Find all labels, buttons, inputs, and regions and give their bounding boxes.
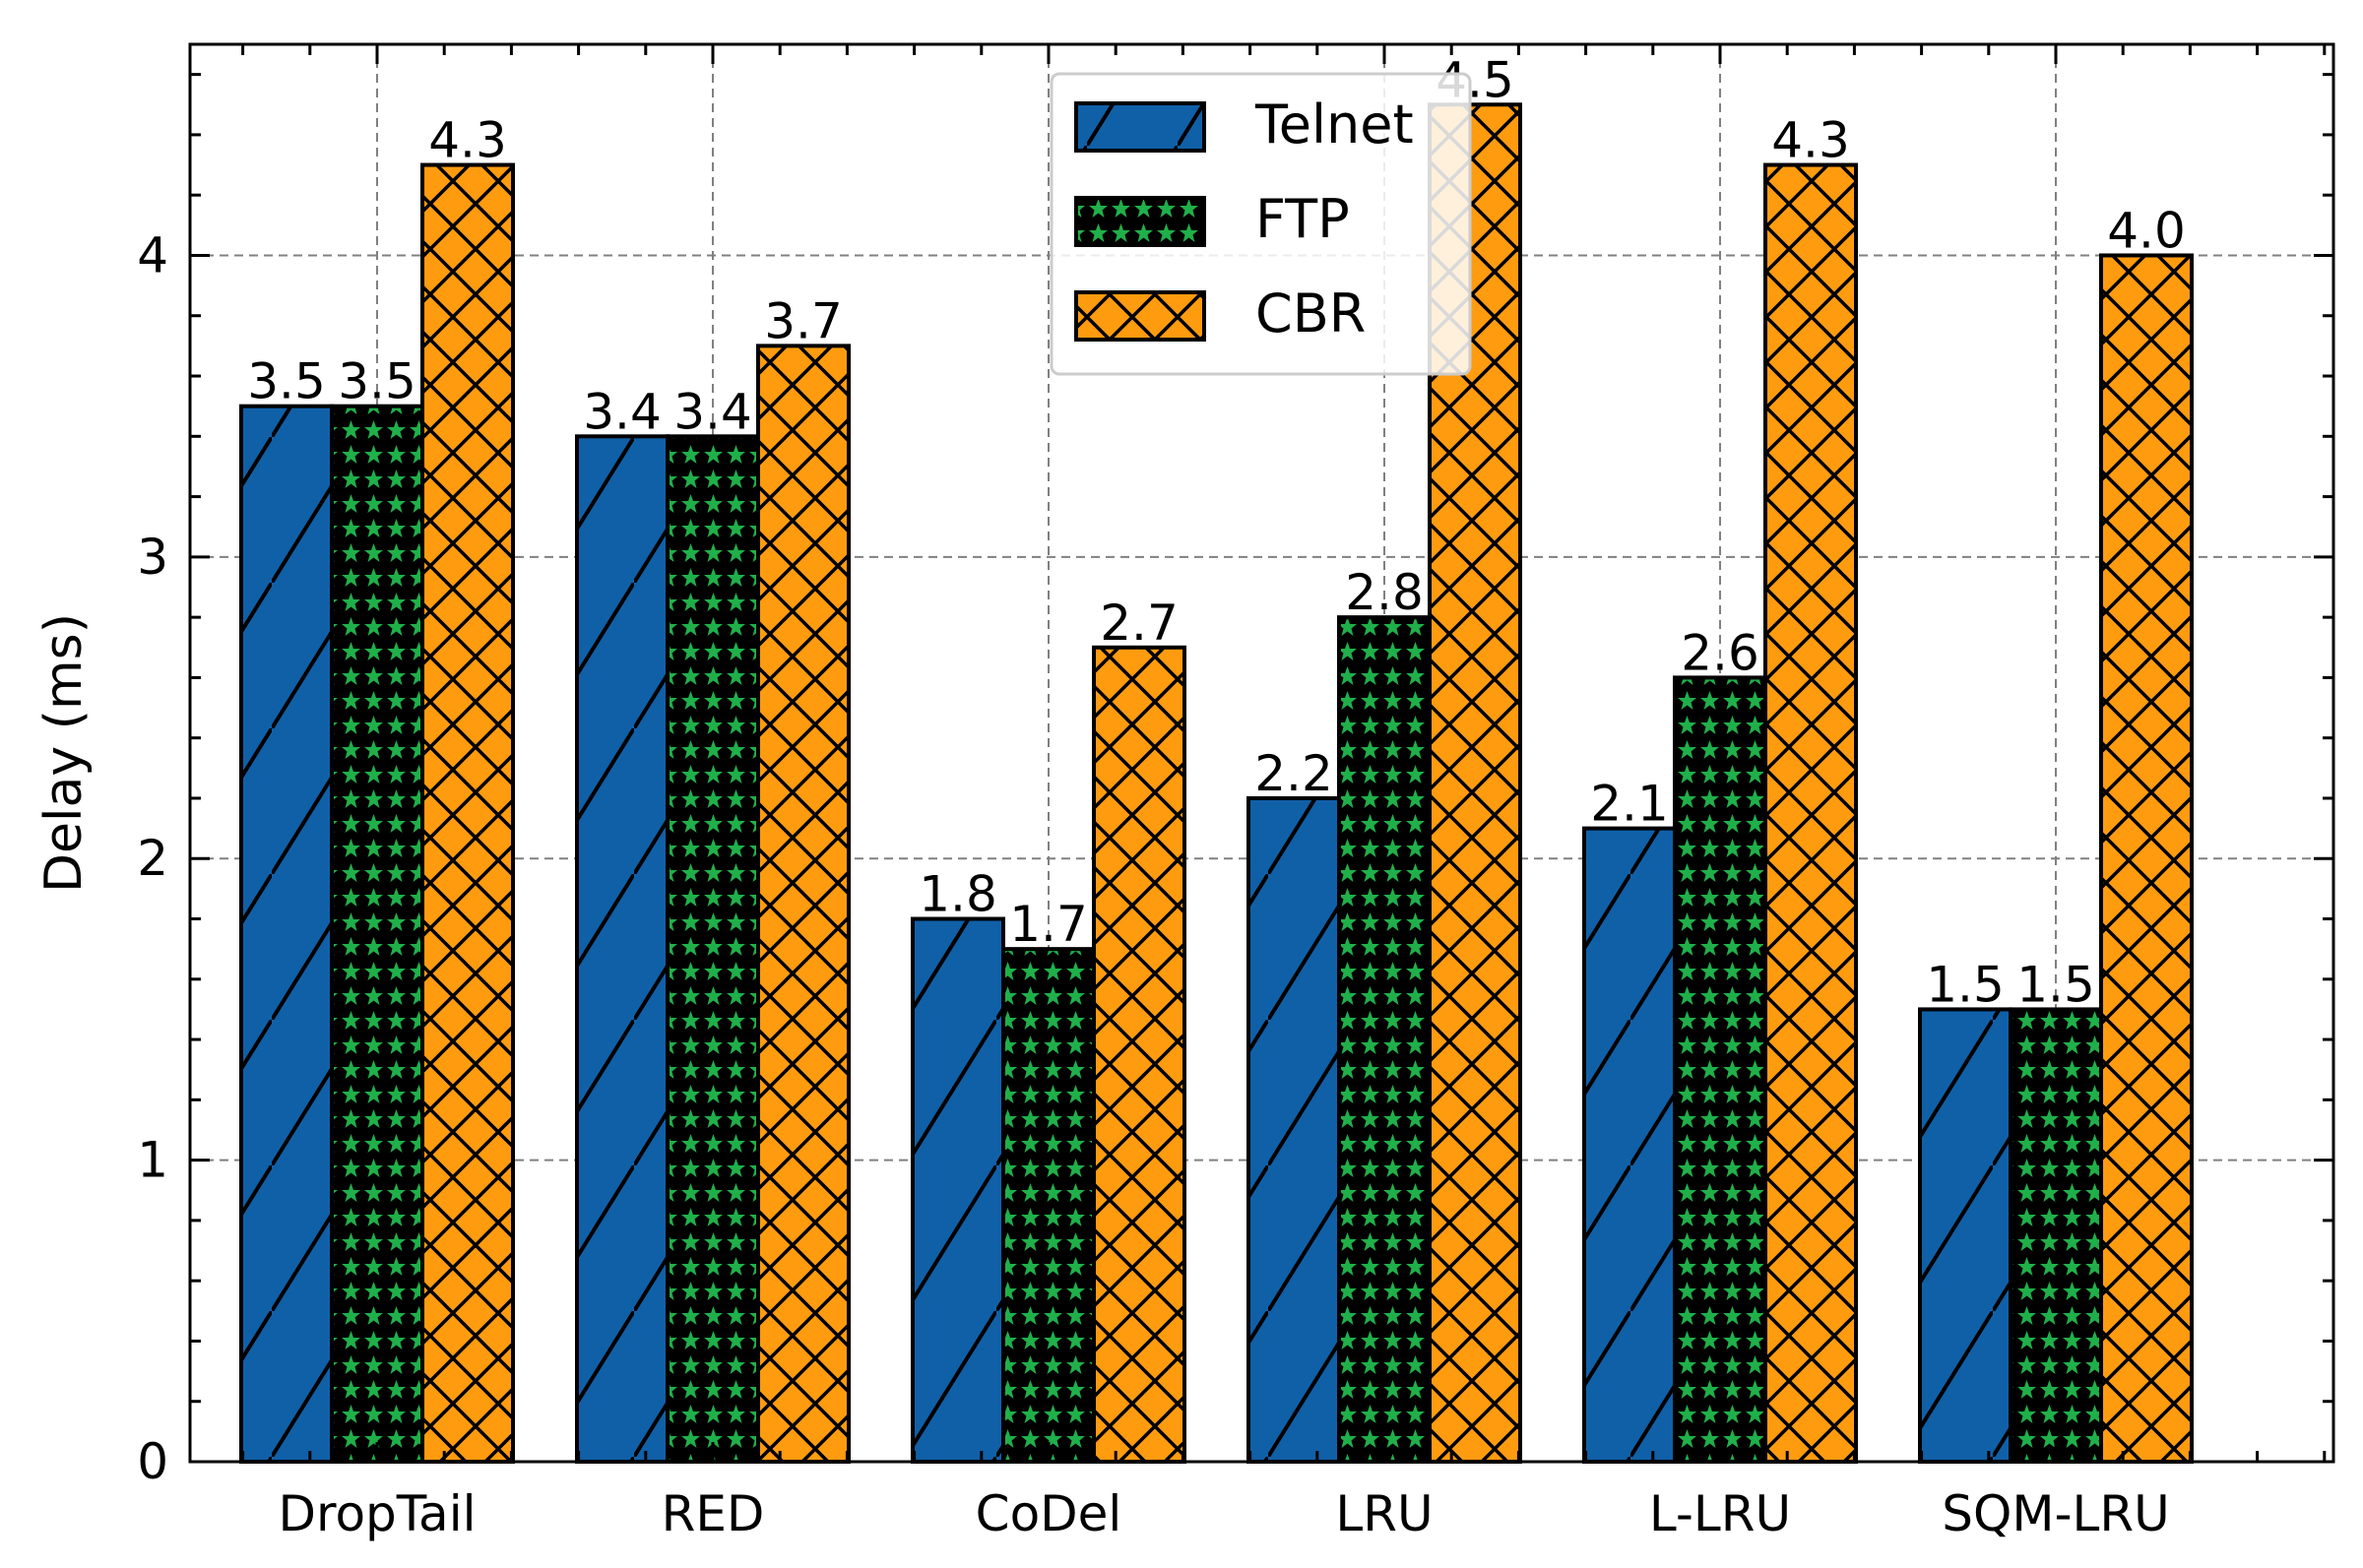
legend: Telnet FTP CBR (1050, 72, 1472, 376)
bar-cbr-sqm-lru (2099, 253, 2194, 1464)
bar-ftp-codel (1001, 947, 1096, 1464)
bar-ftp-l-lru (1673, 675, 1767, 1464)
x-tick-label: LRU (1335, 1485, 1433, 1542)
legend-label-ftp: FTP (1255, 188, 1350, 250)
bar-ftp-droptail (330, 404, 424, 1465)
bar-telnet-lru (1246, 795, 1341, 1464)
bar-ftp-lru (1337, 615, 1432, 1464)
y-tick-label: 1 (137, 1132, 168, 1189)
bars-group (239, 102, 2194, 1465)
data-label: 3.4 (673, 383, 752, 440)
legend-swatch-cbr (1074, 290, 1206, 342)
data-label: 2.8 (1345, 564, 1424, 621)
data-label: 1.8 (919, 866, 997, 923)
data-label: 4.3 (1771, 112, 1850, 169)
x-tick-label: CoDel (976, 1485, 1122, 1542)
data-label: 1.5 (1926, 956, 2005, 1013)
bar-cbr-codel (1092, 645, 1186, 1464)
bar-ftp-red (666, 434, 760, 1465)
bar-cbr-droptail (420, 162, 515, 1464)
bar-ftp-sqm-lru (2009, 1007, 2103, 1464)
data-label: 2.7 (1100, 595, 1179, 652)
x-tick-label: DropTail (279, 1485, 477, 1542)
data-label: 2.2 (1254, 745, 1333, 802)
legend-label-telnet: Telnet (1254, 94, 1414, 156)
data-label: 4.3 (428, 112, 507, 169)
y-tick-label: 0 (137, 1433, 168, 1490)
x-tick-label: SQM-LRU (1942, 1485, 2169, 1542)
y-tick-label: 2 (137, 830, 168, 887)
bar-telnet-red (575, 434, 670, 1465)
x-tick-label: L-LRU (1649, 1485, 1791, 1542)
data-label: 3.4 (583, 383, 662, 440)
data-label: 1.5 (2016, 956, 2095, 1013)
bar-cbr-red (756, 344, 851, 1465)
legend-swatch-telnet (1074, 101, 1206, 153)
x-tick-label: RED (662, 1485, 765, 1542)
data-label: 3.7 (764, 292, 843, 349)
bar-telnet-droptail (239, 404, 334, 1465)
data-label: 1.7 (1009, 896, 1088, 953)
data-label: 2.6 (1681, 624, 1759, 681)
legend-swatch-ftp (1074, 196, 1206, 247)
bar-telnet-sqm-lru (1918, 1007, 2012, 1464)
bar-cbr-l-lru (1763, 162, 1858, 1464)
data-label: 2.1 (1590, 776, 1669, 833)
y-tick-label: 4 (137, 226, 168, 283)
data-label: 4.0 (2107, 202, 2186, 259)
bar-telnet-l-lru (1582, 826, 1677, 1464)
data-label: 3.5 (338, 353, 416, 410)
data-label: 3.5 (247, 353, 326, 410)
legend-label-cbr: CBR (1255, 282, 1366, 345)
axes-group: 0 1 2 3 4 DropTail RED CoDel LRU L-LRU SQM-LRU Dela… (34, 42, 2335, 1542)
plot-frame (188, 42, 2335, 1464)
bar-telnet-codel (911, 916, 1005, 1464)
y-axis-label: Delay (ms) (34, 613, 94, 893)
y-tick-label: 3 (137, 529, 168, 586)
